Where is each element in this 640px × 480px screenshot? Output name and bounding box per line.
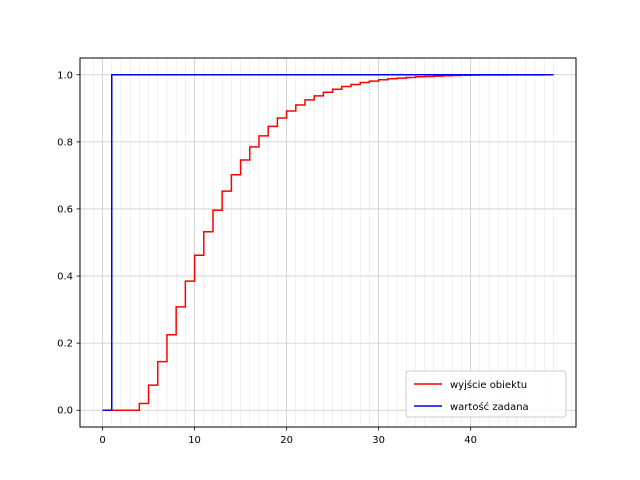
series-layer (102, 74, 554, 411)
x-tick-label: 30 (372, 435, 385, 446)
legend: wyjście obiektu wartość zadana (405, 370, 567, 418)
x-tick-label: 40 (464, 435, 477, 446)
x-tick-label: 10 (188, 435, 201, 446)
x-tick-label: 20 (280, 435, 293, 446)
y-tick-label: 0.6 (57, 204, 73, 215)
x-axis: 0 10 20 30 40 (99, 427, 477, 446)
plot-frame (79, 57, 577, 428)
series-line-1 (102, 74, 554, 411)
legend-label-1: wartość zadana (450, 401, 529, 413)
y-tick-label: 0.0 (57, 406, 73, 417)
y-tick-label: 0.4 (57, 272, 73, 283)
legend-label-0: wyjście obiektu (450, 379, 527, 391)
y-tick-label: 0.8 (57, 137, 73, 148)
y-axis: 0.0 0.2 0.4 0.6 0.8 1.0 (57, 70, 80, 417)
y-tick-label: 1.0 (57, 70, 73, 81)
y-tick-label: 0.2 (57, 339, 73, 350)
legend-box (405, 370, 567, 418)
x-tick-label: 0 (99, 435, 105, 446)
